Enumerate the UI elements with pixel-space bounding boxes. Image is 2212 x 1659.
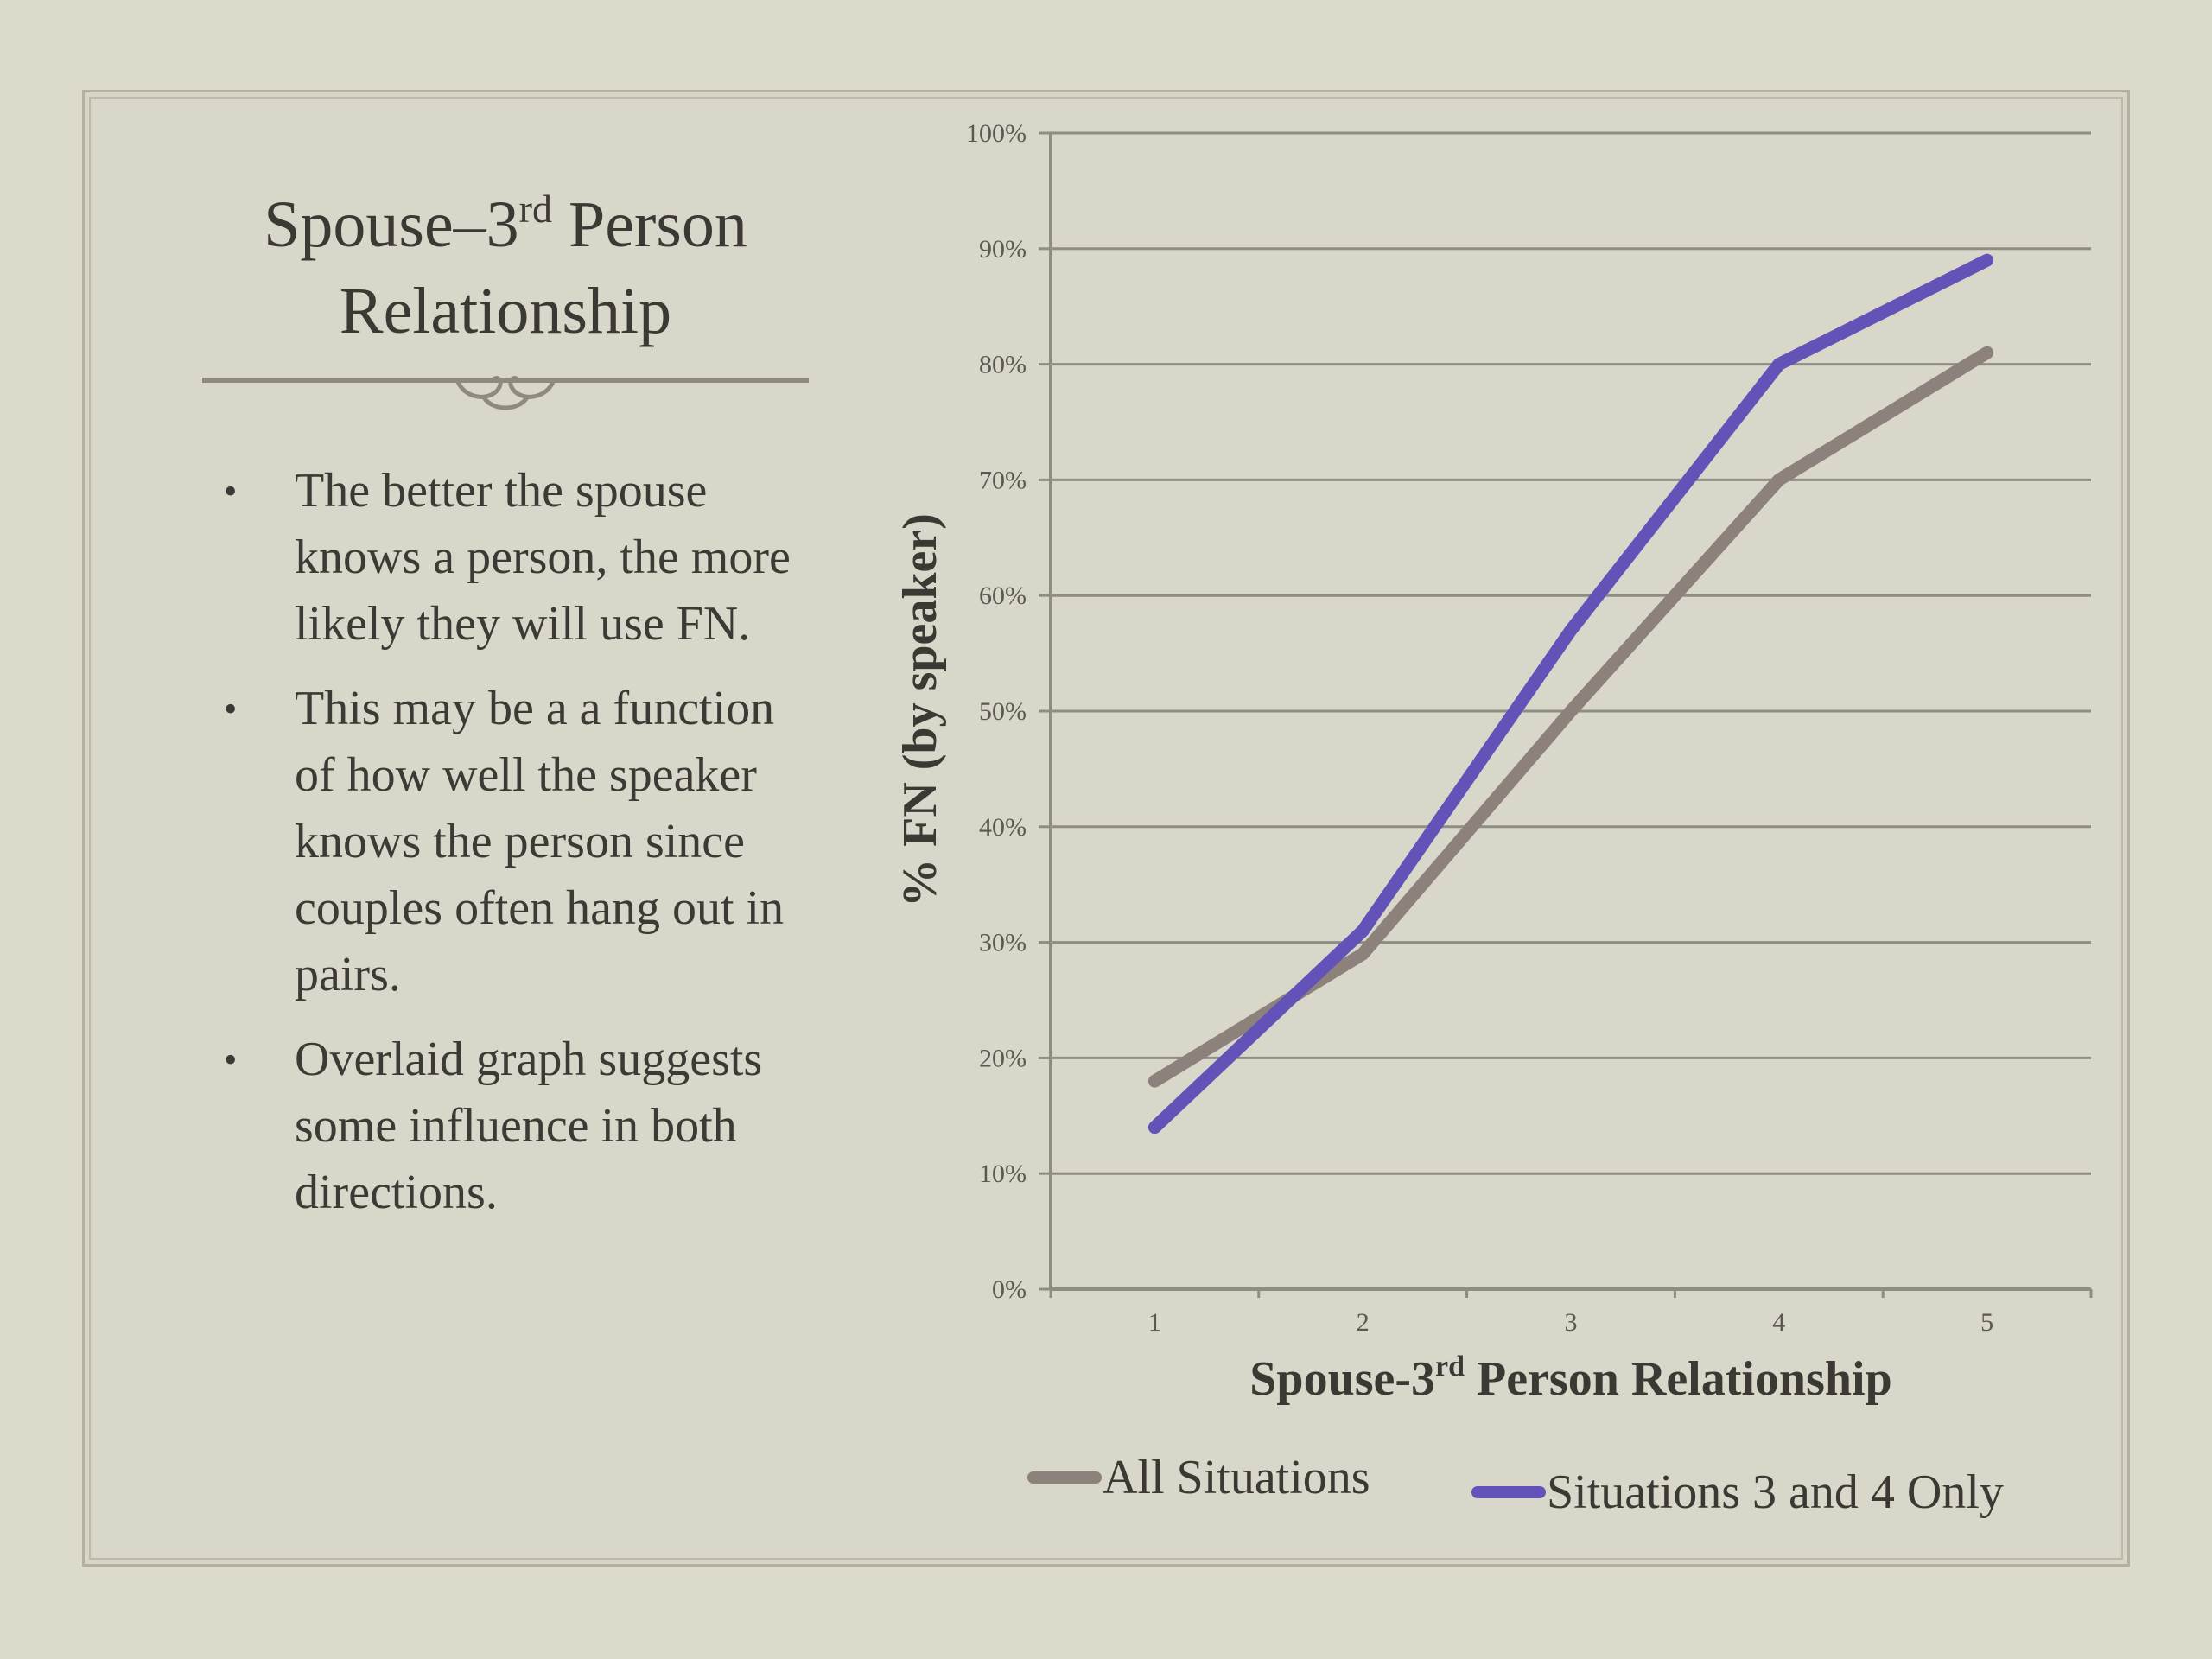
data-point bbox=[1777, 363, 1780, 365]
axes bbox=[1049, 133, 2093, 1298]
y-axis-title: % FN (by speaker) bbox=[893, 513, 947, 907]
data-point bbox=[1362, 952, 1364, 955]
y-tick-label: 70% bbox=[979, 466, 1027, 494]
x-tick-label: 1 bbox=[1148, 1308, 1161, 1337]
x-tick-label: 3 bbox=[1565, 1308, 1578, 1337]
bullet-item: • The better the spouse knows a person, t… bbox=[224, 464, 791, 651]
y-tick-label: 40% bbox=[979, 813, 1027, 842]
data-point bbox=[1154, 1080, 1156, 1083]
y-tick-label: 80% bbox=[979, 351, 1027, 379]
data-point bbox=[1362, 930, 1364, 932]
gridlines bbox=[1039, 131, 2091, 1291]
x-tick-label: 4 bbox=[1772, 1308, 1785, 1337]
bullet-list: • The better the spouse knows a person, t… bbox=[220, 458, 808, 1244]
y-tick-label: 0% bbox=[992, 1275, 1027, 1304]
y-tick-label: 20% bbox=[979, 1044, 1027, 1072]
data-point bbox=[1570, 629, 1572, 632]
scroll-flourish-icon bbox=[202, 376, 809, 410]
series-line-1 bbox=[1147, 346, 1994, 1088]
x-tick-label: 2 bbox=[1357, 1308, 1370, 1337]
data-point bbox=[1154, 1126, 1156, 1128]
legend-label: Situations 3 and 4 Only bbox=[1547, 1465, 2004, 1519]
slide-title: Spouse–3rd Person Relationship bbox=[264, 187, 747, 347]
x-tick-label: 5 bbox=[1980, 1308, 1993, 1337]
bullet-item: • Overlaid graph suggests some influence … bbox=[224, 1033, 763, 1219]
y-tick-label: 10% bbox=[979, 1160, 1027, 1188]
data-point bbox=[1570, 710, 1572, 712]
x-tick-labels: 1 2 3 4 5 bbox=[1148, 1308, 1993, 1337]
series-lines bbox=[1147, 253, 1994, 1135]
slide-frame bbox=[82, 90, 2130, 1567]
x-axis-title: Spouse-3rd Person Relationship bbox=[1249, 1351, 1891, 1406]
y-tick-label: 30% bbox=[979, 929, 1027, 957]
data-point bbox=[1777, 479, 1780, 481]
bullet-item: • This may be a a function of how well th… bbox=[224, 682, 785, 1001]
y-tick-label: 50% bbox=[979, 697, 1027, 726]
y-tick-label: 100% bbox=[966, 119, 1027, 148]
data-point bbox=[1986, 352, 1988, 354]
legend: All Situations Situations 3 and 4 Only bbox=[1027, 1451, 2004, 1519]
legend-label: All Situations bbox=[1103, 1451, 1370, 1504]
y-tick-label: 60% bbox=[979, 582, 1027, 610]
data-point bbox=[1986, 259, 1988, 262]
y-tick-label: 90% bbox=[979, 235, 1027, 264]
y-tick-labels: 0% 10% 20% 30% 40% 50% 60% 70% 80% 90% 100% bbox=[966, 119, 1027, 1304]
